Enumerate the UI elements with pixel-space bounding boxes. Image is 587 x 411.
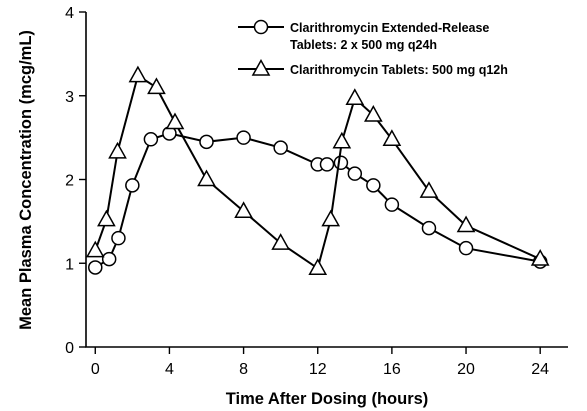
y-tick-label: 1 (65, 256, 74, 273)
data-point-circle (111, 230, 126, 246)
legend-label: Tablets: 2 x 500 mg q24h (290, 38, 437, 52)
data-point-circle (88, 260, 103, 275)
x-tick-label: 8 (239, 361, 248, 378)
data-point-triangle (345, 88, 365, 105)
data-point-triangle (128, 65, 148, 83)
data-point-triangle (530, 249, 550, 266)
data-point-triangle (363, 104, 383, 122)
y-tick-label: 2 (65, 173, 74, 190)
data-point-circle (347, 166, 363, 181)
data-point-triangle (234, 201, 253, 219)
data-point-circle (125, 178, 140, 193)
data-point-triangle (85, 240, 105, 258)
y-tick-label: 4 (65, 5, 74, 22)
series-extended-release (88, 126, 548, 275)
data-point-triangle (271, 233, 291, 250)
series-layer (85, 65, 550, 275)
legend: Clarithromycin Extended-Release Tablets: … (238, 19, 508, 77)
data-point-circle (458, 240, 474, 256)
x-tick-label: 0 (91, 361, 100, 378)
series-line (94, 132, 541, 269)
y-axis-title: Mean Plasma Concentration (mcg/mL) (17, 30, 35, 330)
data-point-circle (384, 197, 400, 212)
legend-label: Clarithromycin Extended-Release (290, 21, 489, 35)
data-point-triangle (308, 258, 328, 275)
series-line (94, 74, 541, 270)
data-point-triangle (321, 209, 341, 227)
data-point-circle (236, 130, 251, 145)
legend-item-triangle: Clarithromycin Tablets: 500 mg q12h (238, 58, 508, 77)
legend-marker-circle (253, 19, 269, 35)
data-point-circle (366, 178, 381, 193)
x-tick-label: 16 (383, 361, 401, 378)
data-point-circle (421, 220, 437, 236)
data-point-circle (319, 157, 335, 172)
x-axis-title: Time After Dosing (hours) (226, 390, 429, 408)
data-point-triangle (147, 77, 166, 95)
data-point-triangle (456, 215, 476, 233)
data-point-triangle (382, 129, 402, 146)
data-point-triangle (332, 131, 352, 149)
data-point-triangle (197, 169, 216, 187)
y-tick-label: 3 (65, 89, 74, 106)
data-point-circle (199, 134, 214, 150)
x-tick-label: 20 (457, 361, 475, 378)
series-immediate-release (85, 65, 550, 275)
legend-item-circle: Clarithromycin Extended-Release Tablets: … (238, 19, 489, 52)
data-point-circle (333, 155, 349, 170)
x-tick-label: 24 (531, 361, 549, 378)
x-tick-label: 12 (309, 361, 327, 378)
y-tick-label: 0 (65, 340, 74, 357)
data-point-triangle (165, 112, 185, 130)
data-point-circle (143, 132, 159, 147)
data-point-circle (273, 140, 288, 155)
x-tick-label: 4 (165, 361, 174, 378)
data-point-triangle (419, 181, 439, 198)
legend-label: Clarithromycin Tablets: 500 mg q12h (290, 63, 508, 77)
data-point-circle (101, 251, 117, 267)
legend-marker-triangle (251, 58, 271, 76)
data-point-triangle (97, 209, 116, 227)
data-point-triangle (108, 141, 127, 159)
